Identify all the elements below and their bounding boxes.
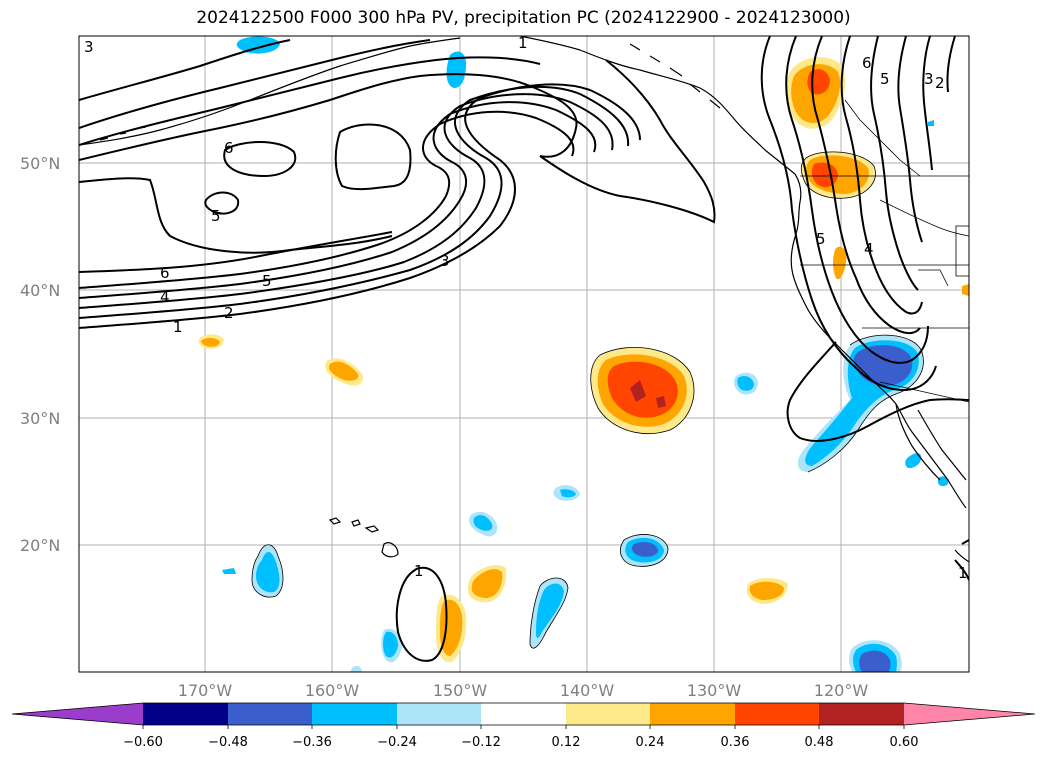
svg-text:1: 1: [414, 562, 424, 580]
colorbar-segment: [397, 703, 481, 725]
lon-label: 170°W: [178, 681, 233, 700]
colorbar: −0.60 −0.48 −0.36 −0.24 −0.12 0.12 0.24 …: [11, 702, 1036, 750]
colorbar-segment: [566, 703, 650, 725]
lat-label: 20°N: [20, 536, 60, 555]
colorbar-tick-label: 0.48: [805, 735, 834, 750]
lat-label: 50°N: [20, 154, 60, 173]
svg-text:1: 1: [173, 318, 183, 336]
colorbar-segment: [312, 703, 397, 725]
svg-text:2: 2: [935, 74, 945, 92]
map-title: 2024122500 F000 300 hPa PV, precipitatio…: [196, 8, 851, 28]
colorbar-segment: [143, 703, 228, 725]
lat-label: 30°N: [20, 409, 60, 428]
colorbar-tick-label: 0.36: [721, 735, 750, 750]
svg-text:4: 4: [160, 288, 170, 306]
lon-label: 130°W: [687, 681, 742, 700]
svg-text:1: 1: [958, 564, 968, 582]
gridlines: [79, 36, 969, 672]
map-frame: [78, 35, 970, 673]
colorbar-segment: [819, 703, 904, 725]
svg-text:5: 5: [211, 207, 221, 225]
longitude-labels: 170°W 160°W 150°W 140°W 130°W 120°W: [178, 681, 869, 700]
map-area: 1 2 3 4 5 6 6 5 3 1 6 5 3 2 5 4 1 1: [79, 34, 969, 672]
svg-text:5: 5: [262, 272, 272, 290]
svg-text:6: 6: [862, 54, 872, 72]
lat-label: 40°N: [20, 281, 60, 300]
colorbar-tick-label: −0.12: [461, 735, 501, 750]
precip-outlines: [251, 151, 924, 649]
colorbar-tick-label: −0.60: [123, 735, 163, 750]
svg-text:6: 6: [224, 139, 234, 157]
lon-label: 140°W: [560, 681, 615, 700]
colorbar-tick-label: 0.12: [552, 735, 581, 750]
svg-text:6: 6: [160, 264, 170, 282]
lon-label: 160°W: [305, 681, 360, 700]
colorbar-tick-label: −0.24: [377, 735, 417, 750]
colorbar-segment: [481, 703, 566, 725]
colorbar-tick-label: −0.36: [292, 735, 332, 750]
colorbar-underflow-triangle: [12, 703, 143, 725]
colorbar-segment: [650, 703, 735, 725]
colorbar-segment: [228, 703, 312, 725]
colorbar-tick-label: −0.48: [208, 735, 248, 750]
lon-label: 120°W: [814, 681, 869, 700]
svg-text:3: 3: [924, 70, 934, 88]
svg-text:4: 4: [864, 240, 874, 258]
svg-text:1: 1: [518, 34, 528, 52]
lon-label: 150°W: [433, 681, 488, 700]
svg-text:5: 5: [816, 230, 826, 248]
svg-text:3: 3: [84, 38, 94, 56]
pv-contour-labels: 1 2 3 4 5 6 6 5 3 1 6 5 3 2 5 4 1 1: [84, 34, 968, 582]
colorbar-segment: [735, 703, 819, 725]
pv-contours: [79, 36, 969, 662]
colorbar-tick-label: 0.24: [636, 735, 665, 750]
precip-anomaly-fills: [198, 36, 969, 672]
latitude-labels: 50°N 40°N 30°N 20°N: [20, 154, 60, 555]
colorbar-overflow-triangle: [904, 703, 1035, 725]
colorbar-tick-label: 0.60: [890, 735, 919, 750]
svg-text:5: 5: [880, 70, 890, 88]
svg-text:2: 2: [224, 304, 234, 322]
svg-text:3: 3: [440, 252, 450, 270]
